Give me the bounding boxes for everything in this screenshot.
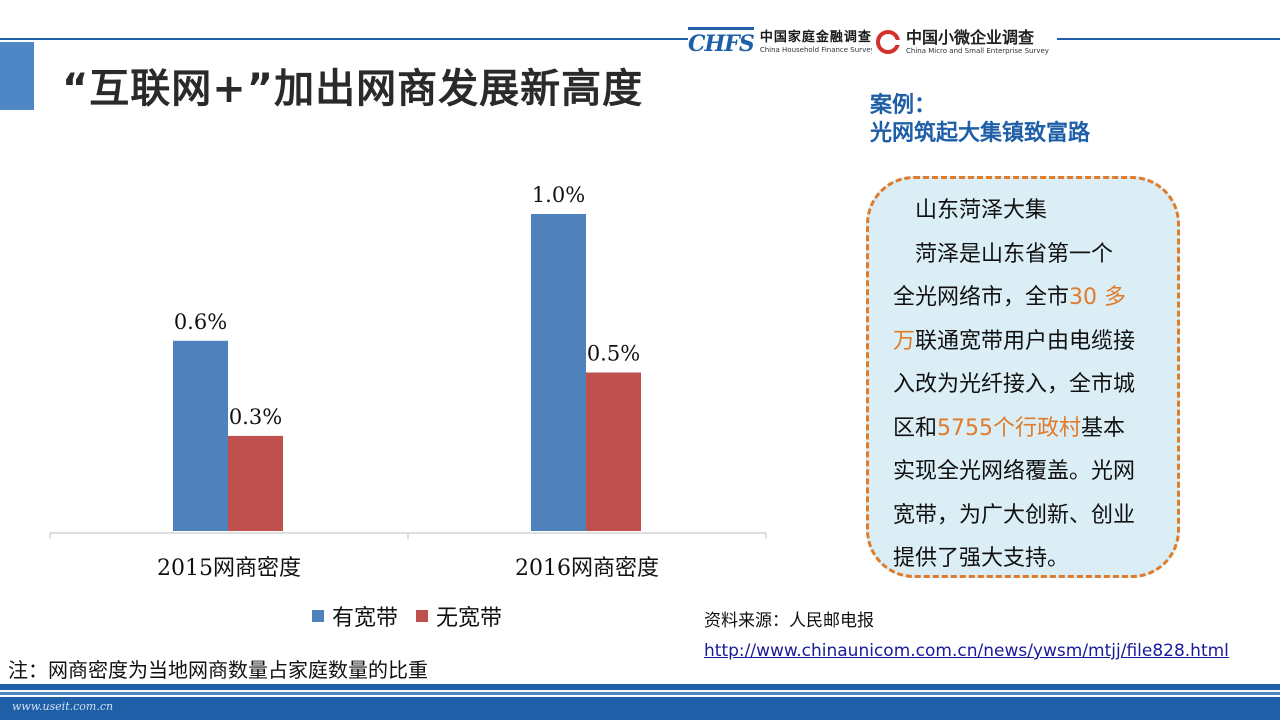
- case-heading-line1: 案例：: [870, 93, 937, 118]
- case-text-9: 提供了强大支持。: [893, 546, 1070, 571]
- case-text-2: 全光网络市，全市: [893, 285, 1070, 310]
- legend-label: 无宽带: [436, 606, 503, 631]
- legend-label: 有宽带: [332, 606, 399, 631]
- case-text-5: 区和: [893, 415, 938, 441]
- bar-chart: 2015网商密度 0.6% 0.3% 2016网商密度 1.0% 0.5%: [49, 183, 767, 581]
- bar: [531, 214, 586, 531]
- data-label: 0.6%: [174, 310, 227, 334]
- bar: [173, 340, 228, 531]
- chart-note: 注：网商密度为当地网商数量占家庭数量的比重: [8, 658, 428, 682]
- title-accent-bar: [0, 42, 34, 110]
- cmes-logo-cn: 中国小微企业调查: [906, 27, 1035, 47]
- x-tick-label: 2016网商密度: [515, 556, 659, 581]
- chfs-logo-cn: 中国家庭金融调查: [759, 29, 872, 45]
- data-label: 0.5%: [587, 342, 640, 366]
- data-label: 1.0%: [532, 183, 585, 207]
- case-text-1: 菏泽是山东省第一个: [915, 241, 1114, 267]
- legend-item: 有宽带: [312, 600, 398, 632]
- cmes-logo: 中国小微企业调查 China Micro and Small Enterpris…: [872, 22, 1057, 62]
- slide-title: “互联网+”加出网商发展新高度: [62, 66, 644, 112]
- chfs-logo: CHFS 中国家庭金融调查 China Household Finance Su…: [688, 22, 883, 62]
- case-highlight-villages: 5755个行政村: [937, 415, 1082, 441]
- header-rule: [0, 38, 1280, 40]
- footer-band-top: [0, 684, 1280, 690]
- legend-item: 无宽带: [416, 600, 502, 632]
- legend-swatch: [416, 610, 429, 622]
- case-highlight-wan: 万: [893, 328, 916, 354]
- chart-legend: 有宽带 无宽带: [312, 600, 520, 632]
- cmes-logo-icon: [876, 30, 901, 54]
- x-tick-label: 2015网商密度: [157, 556, 301, 581]
- source-label: 资料来源：人民邮电报: [704, 611, 874, 631]
- case-highlight-users: 30 多: [1069, 285, 1127, 310]
- case-heading: 案例： 光网筑起大集镇致富路: [870, 92, 1090, 148]
- case-text-4: 入改为光纤接入，全市城: [893, 372, 1136, 397]
- chfs-logo-mark: CHFS: [688, 27, 755, 57]
- bar: [228, 435, 283, 531]
- case-text-6: 基本: [1081, 415, 1126, 441]
- footer-band: [0, 697, 1280, 720]
- case-text-7: 实现全光网络覆盖。光网: [893, 459, 1136, 484]
- case-heading-line2: 光网筑起大集镇致富路: [870, 121, 1091, 146]
- bar: [586, 372, 641, 531]
- legend-swatch: [312, 610, 324, 622]
- source-link[interactable]: http://www.chinaunicom.com.cn/news/ywsm/…: [704, 641, 1229, 661]
- case-text-3: 联通宽带用户由电缆接: [915, 328, 1136, 354]
- chfs-logo-en: China Household Finance Survey: [759, 45, 875, 54]
- footer-band-mid: [0, 692, 1280, 695]
- footer-watermark: www.useit.com.cn: [12, 700, 114, 713]
- data-label: 0.3%: [229, 405, 282, 429]
- case-text-8: 宽带，为广大创新、创业: [893, 502, 1136, 528]
- case-place: 山东菏泽大集: [915, 198, 1048, 223]
- case-box: 山东菏泽大集 菏泽是山东省第一个 全光网络市，全市30 多 万联通宽带用户由电缆…: [866, 176, 1180, 578]
- cmes-logo-en: China Micro and Small Enterprise Survey: [906, 46, 1049, 55]
